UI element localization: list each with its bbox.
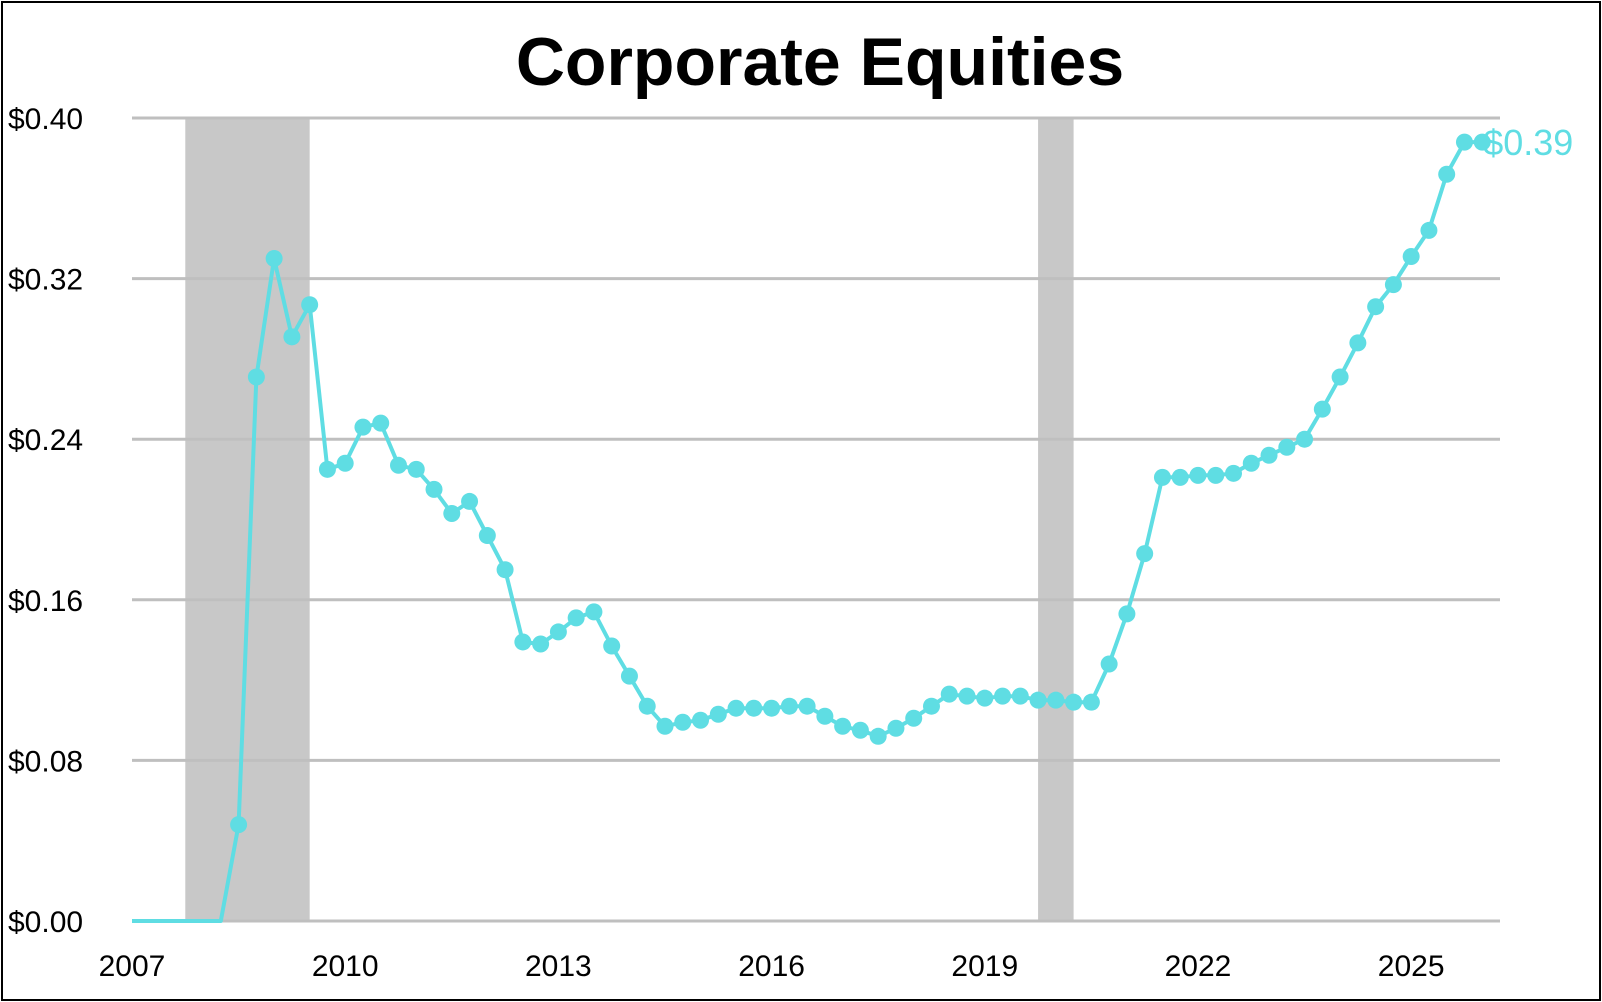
data-point [1473,133,1491,151]
data-point [1313,400,1331,418]
data-point [1420,221,1438,239]
x-tick-label: 2022 [1165,950,1232,983]
data-point [1278,438,1296,456]
data-point [692,711,710,729]
recession-band-0 [185,118,310,921]
data-point [461,492,479,510]
data-point [230,816,248,834]
recession-bands [185,118,1074,921]
series-line-0 [132,140,1483,923]
data-point [496,561,514,579]
data-point [425,480,443,498]
data-point [532,635,550,653]
data-point [1029,691,1047,709]
data-point [283,328,301,346]
x-tick-label: 2025 [1378,950,1445,983]
data-point [887,719,905,737]
data-point [1011,687,1029,705]
data-point [1384,276,1402,294]
data-point [869,727,887,745]
data-point [620,667,638,685]
data-point [834,717,852,735]
y-tick-label: $0.32 [8,264,83,297]
data-point [389,456,407,474]
y-tick-label: $0.08 [8,745,83,778]
data-point [1047,691,1065,709]
data-point [976,689,994,707]
data-point [727,699,745,717]
end-value-label: $0.39 [1483,122,1573,163]
data-point [407,460,425,478]
x-tick-label: 2019 [951,950,1018,983]
data-point [265,250,283,268]
data-point [798,697,816,715]
data-point [1438,165,1456,183]
data-point [514,633,532,651]
data-point [603,637,621,655]
data-point [336,454,354,472]
data-point [1242,454,1260,472]
data-point [567,609,585,627]
data-point [1171,468,1189,486]
data-point [763,699,781,717]
data-point [1136,545,1154,563]
data-point [709,705,727,723]
y-axis-ticks: $0.00 $0.08 $0.16 $0.24 $0.32 $0.40 [8,103,83,939]
data-point [585,603,603,621]
data-point [994,687,1012,705]
x-tick-label: 2013 [525,950,592,983]
y-tick-label: $0.16 [8,585,83,618]
x-tick-label: 2007 [99,950,166,983]
y-tick-label: $0.40 [8,103,83,136]
data-point [905,709,923,727]
data-point [372,414,390,432]
data-point [745,699,763,717]
data-series [132,133,1491,923]
recession-band-1 [1038,118,1074,921]
data-point [922,697,940,715]
data-point [1118,605,1136,623]
data-point [1367,298,1385,316]
data-point [1349,334,1367,352]
data-point [354,418,372,436]
data-point [549,623,567,641]
data-point [1100,655,1118,673]
data-point [247,368,265,386]
data-point [1153,468,1171,486]
data-point [940,685,958,703]
y-tick-label: $0.24 [8,424,83,457]
data-point [1260,446,1278,464]
x-tick-label: 2016 [738,950,805,983]
x-axis-ticks: 2007 2010 2013 2016 2019 2022 2025 [99,950,1445,983]
data-point [958,687,976,705]
y-tick-label: $0.00 [8,906,83,939]
data-point [1296,430,1314,448]
annotations: $0.39 [1483,122,1573,163]
gridlines [132,116,1500,923]
data-point [1189,466,1207,484]
data-point [443,504,461,522]
data-point [1455,133,1473,151]
data-point [674,713,692,731]
data-point [1065,693,1083,711]
x-tick-label: 2010 [312,950,379,983]
data-point [1331,368,1349,386]
data-point [1082,693,1100,711]
data-point [478,527,496,545]
data-point [1207,466,1225,484]
data-point [816,707,834,725]
data-point [301,296,319,314]
data-point [851,721,869,739]
data-point [1225,464,1243,482]
data-point [1402,248,1420,266]
data-point [780,697,798,715]
data-point [638,697,656,715]
data-point [656,717,674,735]
chart-title: Corporate Equities [515,24,1125,100]
data-point [318,460,336,478]
